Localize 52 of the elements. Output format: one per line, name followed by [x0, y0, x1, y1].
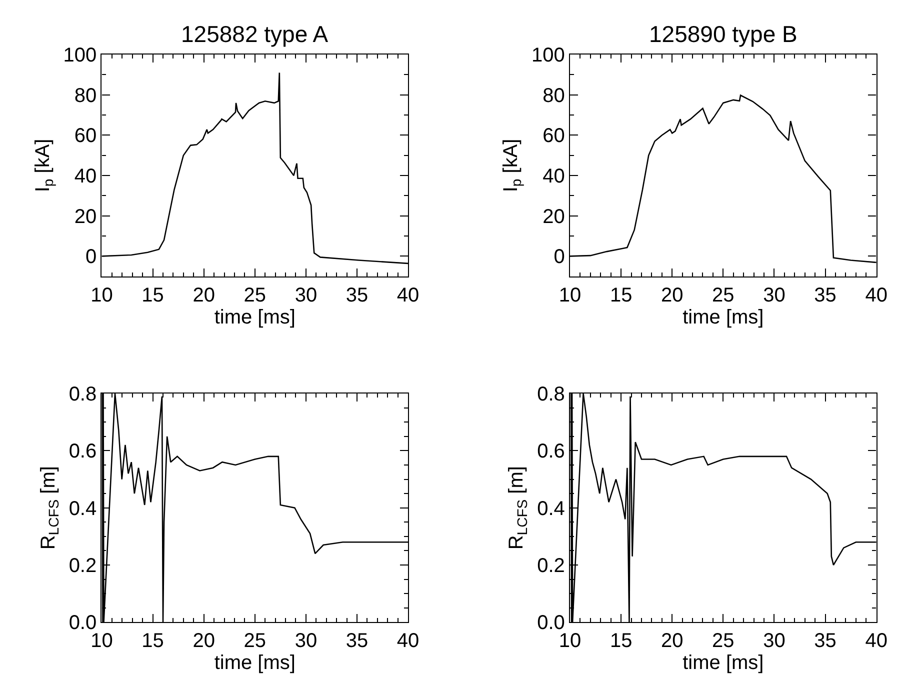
x-tick-label: 30: [294, 284, 318, 306]
x-tick-label: 30: [763, 630, 786, 652]
x-tick-label: 40: [396, 284, 420, 306]
x-tick-label: 15: [610, 630, 632, 652]
x-tick-label: 35: [346, 284, 368, 306]
chart-title: 125882 type A: [181, 21, 329, 47]
y-tick-label: 0.2: [537, 554, 565, 577]
x-tick-label: 35: [346, 630, 368, 652]
x-tick-label: 20: [192, 630, 215, 652]
x-tick-label: 25: [712, 284, 734, 306]
y-tick-label: 0.6: [68, 440, 97, 463]
x-axis-title: time [ms]: [682, 306, 764, 328]
x-tick-label: 35: [814, 630, 836, 652]
x-tick-label: 25: [712, 630, 734, 652]
y-tick-label: 60: [74, 125, 97, 148]
y-tick-label: 0.8: [537, 384, 565, 406]
x-tick-label: 20: [192, 284, 215, 306]
x-tick-label: 25: [244, 630, 266, 652]
x-axis-title: time [ms]: [214, 306, 296, 328]
y-tick-label: 100: [63, 44, 97, 67]
x-axis-title: time [ms]: [682, 652, 764, 674]
x-tick-label: 20: [660, 284, 684, 306]
x-tick-label: 15: [142, 284, 164, 306]
x-tick-label: 15: [610, 284, 632, 306]
x-tick-label: 20: [660, 630, 684, 652]
x-tick-label: 15: [142, 630, 164, 652]
y-tick-label: 0.8: [68, 384, 97, 406]
y-tick-label: 40: [542, 166, 565, 188]
y-tick-label: 20: [542, 206, 565, 228]
y-tick-label: 0.6: [537, 440, 565, 463]
x-tick-label: 30: [294, 630, 318, 652]
y-tick-label: 100: [532, 44, 565, 67]
chart-title: 125890 type B: [649, 21, 798, 47]
y-tick-label: 0.4: [68, 498, 97, 520]
y-tick-label: 0: [86, 246, 97, 268]
y-tick-label: 0.2: [68, 554, 97, 577]
y-tick-label: 20: [74, 206, 97, 228]
x-tick-label: 40: [865, 284, 888, 306]
y-tick-label: 80: [542, 84, 565, 107]
x-tick-label: 10: [90, 284, 113, 306]
y-tick-label: 80: [74, 84, 97, 107]
x-tick-label: 35: [814, 284, 836, 306]
y-tick-label: 60: [542, 125, 565, 148]
x-tick-label: 30: [763, 284, 786, 306]
x-axis-title: time [ms]: [214, 652, 296, 674]
x-tick-label: 40: [865, 630, 888, 652]
x-tick-label: 40: [396, 630, 420, 652]
y-tick-label: 40: [74, 166, 97, 188]
y-tick-label: 0: [554, 246, 565, 268]
x-tick-label: 25: [244, 284, 266, 306]
y-tick-label: 0.4: [537, 498, 565, 520]
x-tick-label: 10: [558, 284, 582, 306]
